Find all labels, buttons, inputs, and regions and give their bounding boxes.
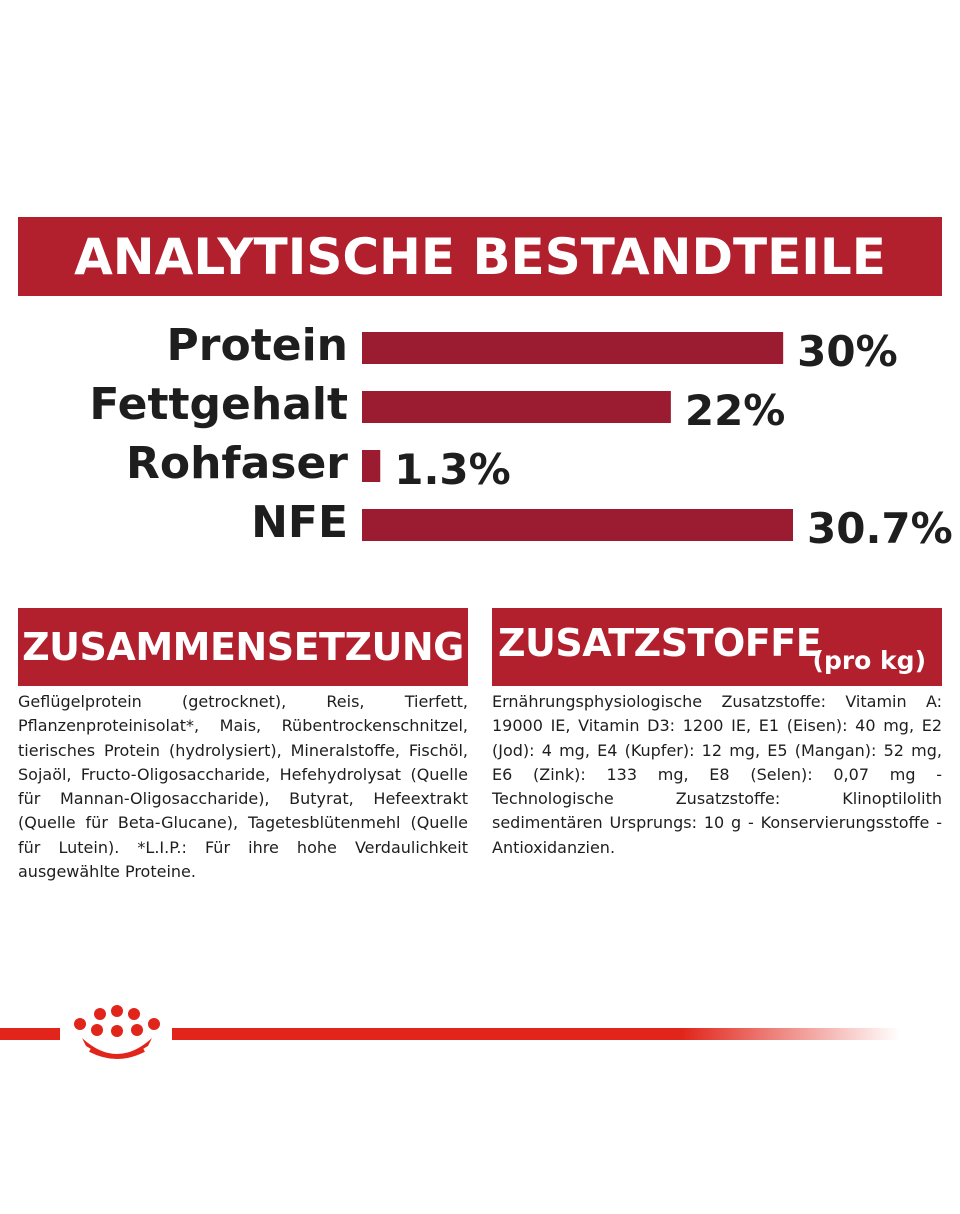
- bar-rohfaser: [362, 450, 381, 482]
- composition-title-banner: ZUSAMMENSETZUNG: [18, 608, 468, 686]
- additives-title: ZUSATZSTOFFE: [498, 621, 822, 665]
- category-label-nfe: NFE: [251, 497, 348, 548]
- category-label-protein: Protein: [167, 320, 348, 371]
- category-label-fettgehalt: Fettgehalt: [89, 379, 348, 430]
- crown-icon: [74, 1005, 160, 1059]
- bar-fettgehalt: [362, 391, 671, 423]
- footer-line-right: [172, 1028, 900, 1040]
- additives-subtitle: (pro kg): [812, 646, 926, 675]
- value-label-nfe: 30.7%: [807, 504, 953, 553]
- composition-text: Geflügelprotein (getrocknet), Reis, Tier…: [18, 692, 468, 882]
- additives-text: Ernährungsphysiologische Zusatzstoffe: V…: [492, 692, 942, 857]
- category-label-rohfaser: Rohfaser: [126, 438, 348, 489]
- composition-title: ZUSAMMENSETZUNG: [22, 625, 464, 669]
- bar-protein: [362, 332, 784, 364]
- footer-brand-strip: [0, 1005, 900, 1059]
- value-label-rohfaser: 1.3%: [394, 445, 510, 494]
- bar-nfe: [362, 509, 793, 541]
- value-label-fettgehalt: 22%: [685, 386, 786, 435]
- analytics-bar-chart: Protein 30% Fettgehalt 22% Rohfaser 1.3% NFE 30…: [89, 320, 953, 553]
- additives-title-banner: ZUSATZSTOFFE (pro kg): [492, 608, 942, 686]
- analytics-title: ANALYTISCHE BESTANDTEILE: [74, 227, 886, 286]
- analytics-title-banner: ANALYTISCHE BESTANDTEILE: [18, 217, 942, 296]
- footer-line-left: [0, 1028, 60, 1040]
- value-label-protein: 30%: [797, 327, 898, 376]
